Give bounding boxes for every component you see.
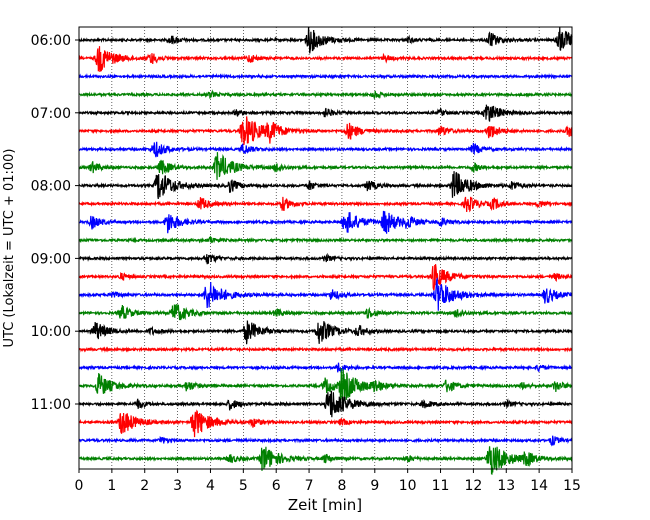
trace-row bbox=[78, 435, 573, 447]
trace-row bbox=[78, 264, 573, 292]
y-axis-label: UTC (Lokalzeit = UTC + 01:00) bbox=[2, 149, 17, 348]
x-tick-label: 3 bbox=[173, 478, 182, 494]
x-axis-label: Zeit [min] bbox=[288, 496, 362, 514]
trace-row bbox=[78, 362, 573, 374]
x-tick-label: 9 bbox=[370, 478, 379, 494]
trace-row bbox=[78, 346, 573, 353]
x-tick-label: 13 bbox=[497, 478, 515, 494]
x-tick-label: 14 bbox=[530, 478, 548, 494]
x-tick-label: 8 bbox=[337, 478, 346, 494]
x-tick-label: 10 bbox=[399, 478, 417, 494]
x-tick-label: 15 bbox=[563, 478, 581, 494]
plot-frame bbox=[78, 26, 573, 470]
trace-row bbox=[78, 390, 573, 418]
x-tick-label: 12 bbox=[464, 478, 482, 494]
trace-row bbox=[78, 26, 573, 54]
trace-row bbox=[78, 196, 573, 213]
trace-row bbox=[78, 116, 573, 146]
trace-row bbox=[78, 141, 573, 158]
trace-row bbox=[78, 171, 573, 200]
x-tick-label: 4 bbox=[206, 478, 215, 494]
y-tick-label: 08:00 bbox=[31, 179, 71, 195]
y-tick-label: 09:00 bbox=[31, 251, 71, 267]
trace-row bbox=[78, 367, 573, 403]
y-axis-ticks: 06:00 07:00 08:00 09:00 10:00 11:00 bbox=[31, 33, 79, 413]
x-tick-label: 5 bbox=[239, 478, 248, 494]
trace-row bbox=[78, 89, 573, 100]
trace-row bbox=[78, 303, 573, 321]
x-tick-label: 1 bbox=[107, 478, 116, 494]
y-tick-label: 07:00 bbox=[31, 106, 71, 122]
trace-row bbox=[78, 104, 573, 122]
y-tick-label: 10:00 bbox=[31, 324, 71, 340]
trace-row bbox=[78, 252, 573, 265]
x-tick-label: 2 bbox=[140, 478, 149, 494]
x-tick-label: 6 bbox=[272, 478, 281, 494]
trace-row bbox=[78, 210, 573, 234]
y-tick-label: 06:00 bbox=[31, 33, 71, 49]
trace-row bbox=[78, 446, 573, 475]
trace-row bbox=[78, 72, 573, 80]
trace-row bbox=[78, 409, 573, 438]
trace-row bbox=[78, 320, 573, 345]
trace-row bbox=[78, 152, 573, 180]
trace-row bbox=[78, 276, 573, 311]
trace-row bbox=[78, 46, 573, 72]
x-axis-ticks: 0 1 2 3 4 5 6 7 8 9 10 11 12 13 14 15 bbox=[75, 469, 581, 494]
plot-background bbox=[79, 27, 572, 469]
x-tick-label: 7 bbox=[305, 478, 314, 494]
trace-row bbox=[78, 235, 573, 244]
y-tick-label: 11:00 bbox=[31, 397, 71, 413]
x-tick-label: 0 bbox=[75, 478, 84, 494]
x-tick-label: 11 bbox=[432, 478, 450, 494]
seismogram-traces bbox=[78, 26, 573, 475]
